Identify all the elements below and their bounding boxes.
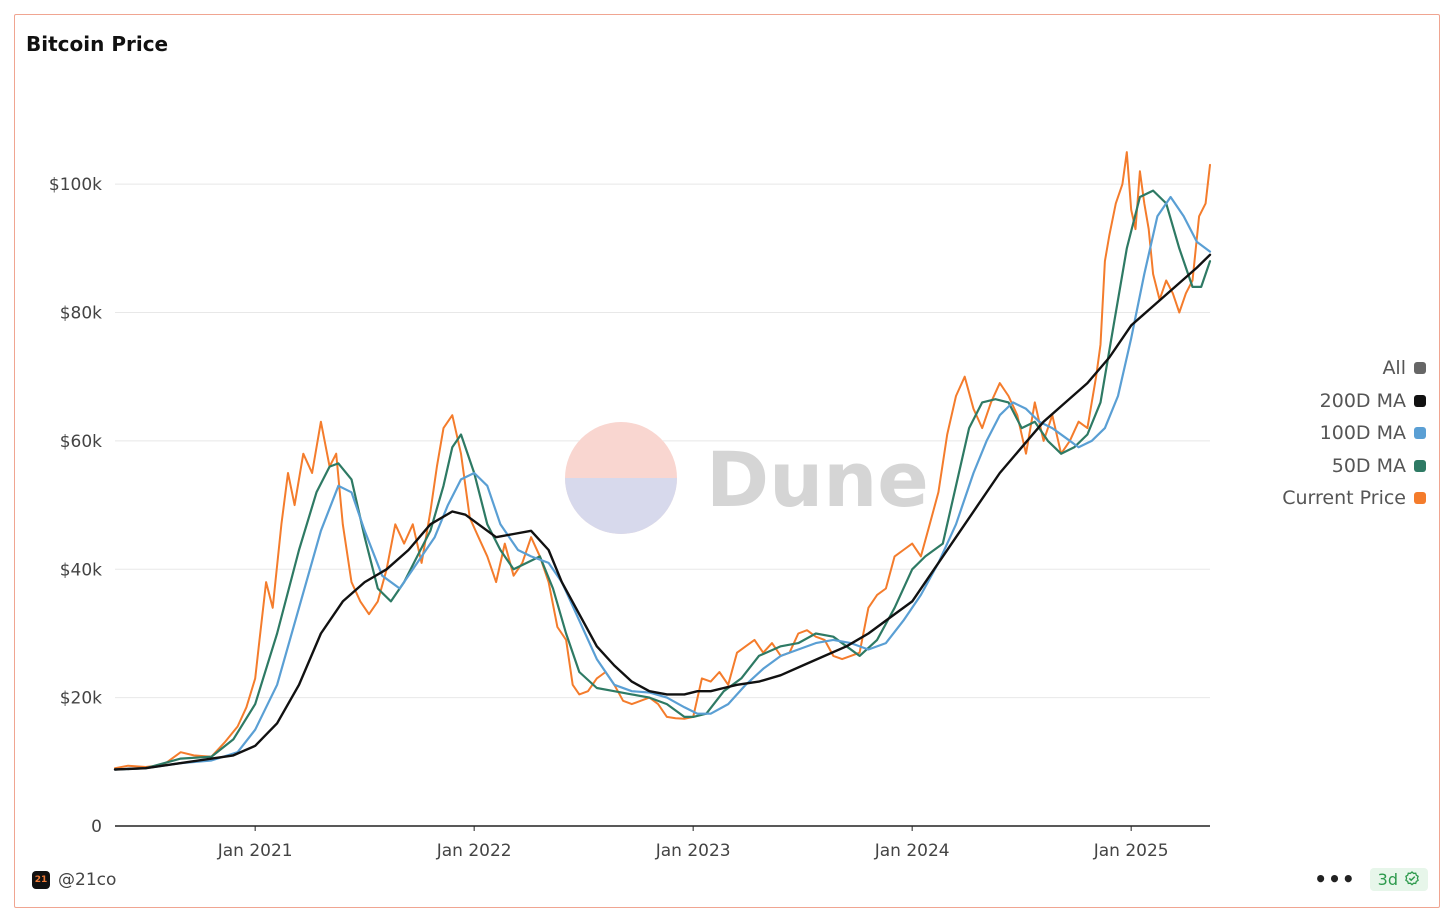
y-axis-ticks: 0 $20k $40k $60k $80k $100k	[49, 175, 102, 837]
legend-swatch	[1414, 492, 1426, 505]
chart-legend: All 200D MA 100D MA 50D MA Current Price	[1282, 352, 1426, 515]
legend-item-all[interactable]: All	[1282, 352, 1426, 385]
x-tick-label: Jan 2023	[655, 841, 731, 861]
legend-label: Current Price	[1282, 487, 1406, 510]
series-line-200d-ma	[113, 253, 1212, 771]
more-options-button[interactable]: •••	[1314, 867, 1356, 891]
legend-item-100d-ma[interactable]: 100D MA	[1282, 417, 1426, 450]
legend-item-current-price[interactable]: Current Price	[1282, 482, 1426, 515]
x-tick-label: Jan 2025	[1093, 841, 1169, 861]
author-avatar-icon: 21	[32, 871, 50, 889]
y-tick-label: $20k	[60, 689, 102, 709]
x-axis-ticks: Jan 2021 Jan 2022 Jan 2023 Jan 2024 Jan 2025	[217, 826, 1169, 861]
series-lines	[113, 151, 1212, 771]
legend-swatch	[1414, 394, 1426, 407]
chart-card	[14, 14, 1440, 908]
series-line-100d-ma	[113, 195, 1212, 771]
check-badge-icon	[1405, 871, 1419, 886]
series-line-50d-ma	[113, 189, 1212, 771]
legend-swatch	[1414, 459, 1426, 472]
legend-label: 100D MA	[1319, 422, 1406, 445]
y-tick-label: $100k	[49, 175, 102, 195]
refresh-badge[interactable]: 3d	[1369, 867, 1428, 891]
y-tick-label: $80k	[60, 304, 102, 324]
y-tick-label: $60k	[60, 432, 102, 452]
legend-item-50d-ma[interactable]: 50D MA	[1282, 450, 1426, 483]
legend-swatch	[1414, 362, 1426, 375]
chart-title: Bitcoin Price	[26, 32, 169, 56]
legend-label: 200D MA	[1319, 389, 1406, 412]
x-tick-label: Jan 2022	[436, 841, 512, 861]
legend-item-200d-ma[interactable]: 200D MA	[1282, 385, 1426, 418]
legend-label: All	[1382, 357, 1406, 380]
author-handle[interactable]: @21co	[58, 870, 117, 890]
y-tick-label: 0	[91, 817, 102, 837]
legend-label: 50D MA	[1331, 454, 1406, 477]
legend-swatch	[1414, 427, 1426, 440]
x-tick-label: Jan 2021	[217, 841, 293, 861]
author-credit[interactable]: 21 @21co	[32, 870, 116, 890]
refresh-interval: 3d	[1377, 869, 1398, 889]
series-line-current-price	[114, 151, 1211, 770]
x-tick-label: Jan 2024	[874, 841, 950, 861]
y-tick-label: $40k	[60, 560, 102, 580]
dune-watermark: Dune	[565, 422, 929, 534]
footer-actions: ••• 3d	[1314, 867, 1428, 891]
watermark-logo-bottom	[565, 478, 677, 534]
watermark-text: Dune	[706, 435, 929, 524]
